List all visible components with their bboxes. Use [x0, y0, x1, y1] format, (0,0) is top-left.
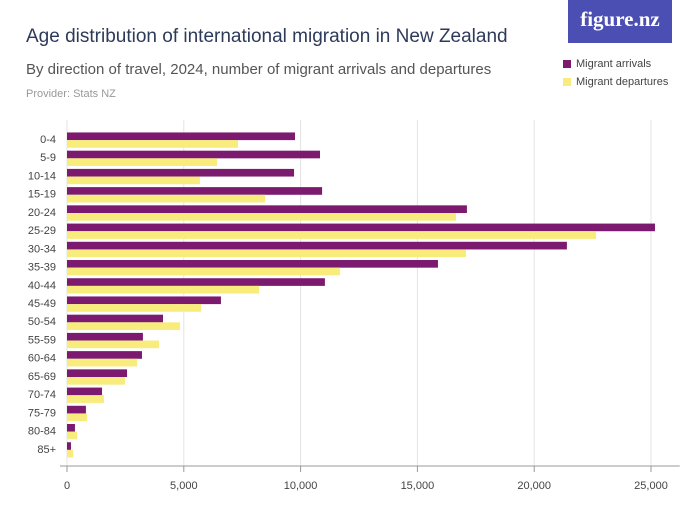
bar [67, 332, 143, 341]
bar [67, 449, 74, 458]
y-tick-label: 5-9 [40, 152, 56, 164]
legend-label: Migrant departures [576, 76, 669, 88]
legend-label: Migrant arrivals [576, 58, 652, 70]
bar [67, 140, 238, 148]
bar [67, 231, 597, 239]
bar [67, 168, 295, 177]
bar [67, 351, 142, 359]
bar [67, 187, 323, 195]
y-tick-label: 50-54 [28, 316, 56, 328]
bar [67, 358, 138, 367]
y-tick-label: 60-64 [28, 353, 56, 365]
x-tick-label: 10,000 [284, 480, 318, 492]
bar [67, 132, 295, 141]
bar [67, 194, 266, 203]
legend-swatch [563, 60, 571, 68]
y-tick-label: 15-19 [28, 189, 56, 201]
bar [67, 241, 567, 250]
bar [67, 314, 164, 323]
bar [67, 405, 86, 414]
bar [67, 387, 103, 396]
y-tick-label: 10-14 [28, 170, 56, 182]
bar [67, 223, 655, 232]
bar [67, 267, 341, 276]
bar [67, 213, 456, 221]
bar [67, 369, 128, 377]
bar [67, 340, 160, 349]
y-tick-label: 70-74 [28, 389, 56, 401]
x-tick-label: 5,000 [170, 480, 198, 492]
bar [67, 424, 75, 432]
y-tick-label: 75-79 [28, 407, 56, 419]
y-tick-label: 40-44 [28, 280, 56, 292]
provider: Provider: Stats NZ [26, 88, 116, 100]
logo-box [568, 0, 672, 43]
bar [67, 249, 466, 258]
bar [67, 296, 221, 305]
bar [67, 413, 88, 422]
y-tick-label: 0-4 [40, 134, 56, 146]
y-tick-label: 25-29 [28, 225, 56, 237]
legend-swatch [563, 78, 571, 86]
bar [67, 304, 202, 312]
bar [67, 285, 260, 294]
bar [67, 322, 181, 330]
x-tick-label: 15,000 [401, 480, 435, 492]
bar [67, 442, 71, 450]
bar [67, 431, 78, 440]
bar [67, 176, 200, 185]
bar [67, 150, 320, 159]
chart-title: Age distribution of international migrat… [26, 26, 508, 47]
y-tick-label: 30-34 [28, 243, 56, 255]
x-tick-label: 0 [64, 480, 70, 492]
y-tick-label: 65-69 [28, 371, 56, 383]
y-tick-label: 55-59 [28, 334, 56, 346]
bar [67, 260, 438, 268]
bar [67, 205, 467, 213]
bar [67, 395, 104, 403]
y-tick-label: 45-49 [28, 298, 56, 310]
bar [67, 377, 125, 385]
y-tick-label: 20-24 [28, 207, 56, 219]
bar [67, 278, 325, 286]
y-tick-label: 80-84 [28, 426, 56, 438]
x-tick-label: 20,000 [517, 480, 551, 492]
y-tick-label: 35-39 [28, 262, 56, 274]
chart-subtitle: By direction of travel, 2024, number of … [26, 61, 491, 78]
y-tick-label: 85+ [37, 444, 56, 456]
x-tick-label: 25,000 [634, 480, 668, 492]
logo: figure.nz [580, 7, 660, 31]
bar [67, 158, 217, 166]
